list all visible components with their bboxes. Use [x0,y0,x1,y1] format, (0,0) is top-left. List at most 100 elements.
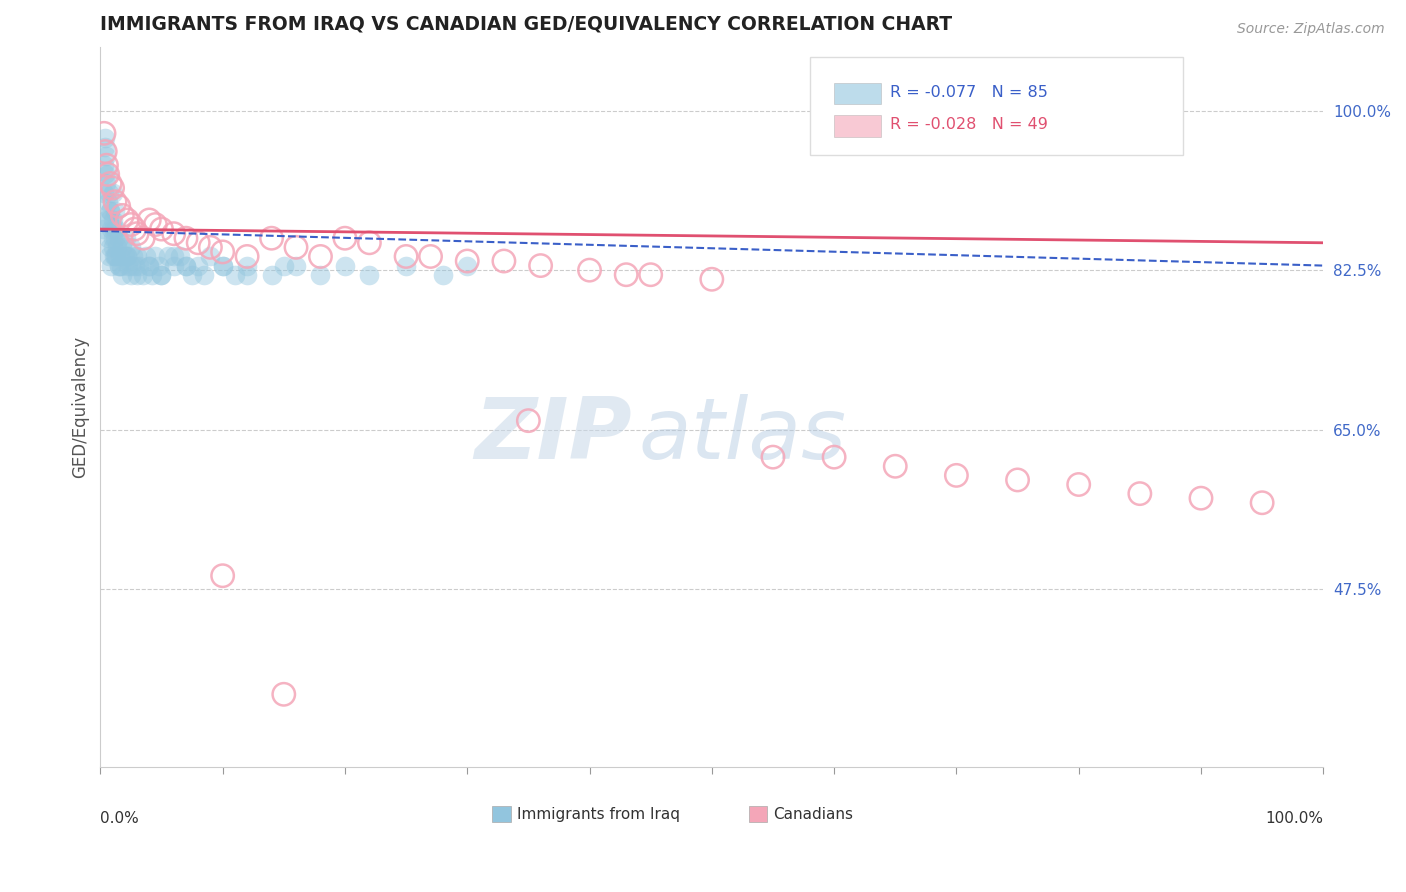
Point [492,254,515,268]
Point [135,250,157,264]
Text: R = -0.028   N = 49: R = -0.028 N = 49 [890,117,1049,132]
Point [93,158,115,172]
Point [117,259,139,273]
Point [640,268,662,282]
Point [1129,486,1152,500]
Point [309,250,332,264]
Text: 0.0%: 0.0% [100,811,139,825]
Point [111,240,134,254]
Text: 100.0%: 100.0% [1265,811,1323,825]
Point [150,268,173,282]
Point [456,259,478,273]
Point [395,250,418,264]
Text: Canadians: Canadians [773,806,853,822]
Point [309,268,332,282]
Point [122,250,145,264]
Point [333,259,356,273]
Point [94,140,117,154]
Point [97,250,120,264]
Point [101,231,124,245]
Point [104,203,127,218]
FancyBboxPatch shape [492,806,510,822]
Text: R = -0.077   N = 85: R = -0.077 N = 85 [890,85,1049,100]
Point [97,213,120,227]
Point [1189,491,1212,506]
Point [100,222,122,236]
Point [111,268,134,282]
Point [107,240,129,254]
Point [236,268,259,282]
Point [96,177,118,191]
Point [114,250,136,264]
Point [333,231,356,245]
Point [1067,477,1090,491]
Point [150,268,173,282]
Point [236,259,259,273]
Point [104,250,127,264]
Point [117,213,139,227]
Point [700,272,723,286]
Point [359,268,381,282]
Point [120,218,142,232]
Point [141,268,163,282]
Point [211,259,233,273]
Point [419,250,441,264]
Point [823,450,845,464]
Point [105,222,128,236]
Point [211,568,233,582]
Point [762,450,785,464]
Point [1007,473,1029,487]
Point [97,167,120,181]
Point [273,687,295,701]
Point [211,244,233,259]
FancyBboxPatch shape [834,83,880,104]
Point [91,222,114,236]
Point [187,235,209,250]
Point [101,213,124,227]
Point [103,250,125,264]
Point [93,126,115,140]
Point [94,167,117,181]
Point [285,259,308,273]
Point [148,259,170,273]
Point [124,222,146,236]
Point [101,181,124,195]
Point [395,259,418,273]
Point [884,459,907,474]
Point [97,231,120,245]
Point [97,186,120,200]
Point [101,186,124,200]
Point [101,240,124,254]
Point [285,240,308,254]
Point [107,231,129,245]
Point [117,250,139,264]
Point [132,268,155,282]
Point [529,259,551,273]
Point [193,268,215,282]
Text: Immigrants from Iraq: Immigrants from Iraq [516,806,679,822]
Point [156,250,179,264]
Point [98,203,121,218]
Point [98,203,121,218]
Point [614,268,637,282]
FancyBboxPatch shape [834,115,880,136]
Point [120,259,142,273]
Point [578,263,600,277]
Point [120,240,142,254]
FancyBboxPatch shape [748,806,768,822]
Point [163,259,186,273]
Point [432,268,454,282]
Point [117,250,139,264]
Point [125,227,148,241]
Point [103,222,125,236]
Point [110,259,132,273]
Point [200,250,222,264]
Point [224,268,246,282]
Point [145,218,167,232]
Point [174,231,197,245]
Text: atlas: atlas [638,394,846,477]
Point [100,259,122,273]
Point [138,259,160,273]
Point [94,145,117,159]
Point [145,250,167,264]
